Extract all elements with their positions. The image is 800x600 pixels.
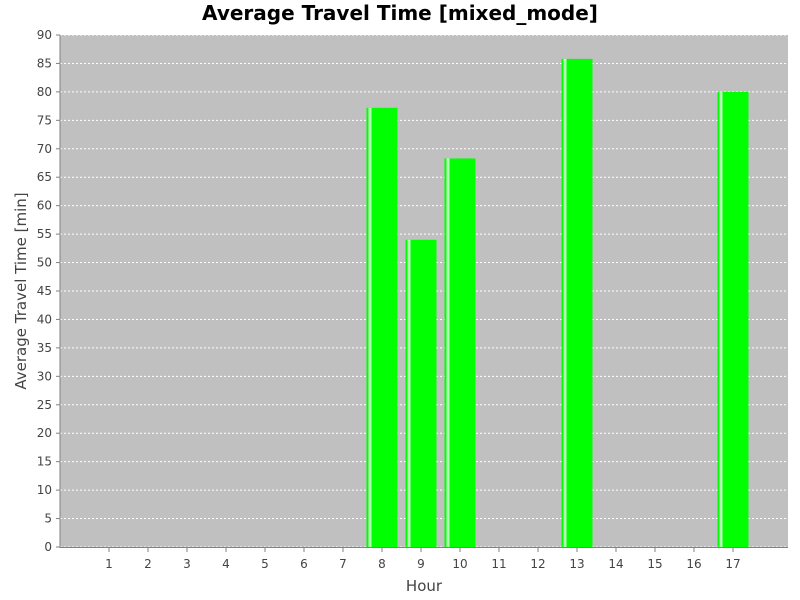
bar — [405, 239, 437, 548]
bar-hour-10 — [444, 158, 476, 547]
y-tick-label: 75 — [37, 113, 52, 127]
y-axis-label: Average Travel Time [min] — [12, 192, 30, 389]
bar — [366, 107, 398, 547]
bar-highlight — [563, 58, 567, 547]
x-tick-label: 11 — [491, 557, 506, 571]
bar-hour-17 — [717, 91, 749, 547]
y-tick-label: 60 — [37, 199, 52, 213]
bar-highlight — [407, 239, 411, 548]
x-axis-ticks: 1 2 3 4 5 6 7 8 9 10 11 12 13 14 15 16 17 — [105, 548, 741, 571]
x-tick-label: 6 — [300, 557, 308, 571]
y-tick-label: 70 — [37, 142, 52, 156]
y-tick-label: 25 — [37, 398, 52, 412]
bar — [717, 91, 749, 547]
y-tick-label: 40 — [37, 312, 52, 326]
chart-title: Average Travel Time [mixed_mode] — [202, 1, 598, 25]
y-tick-label: 30 — [37, 369, 52, 383]
x-tick-label: 3 — [183, 557, 191, 571]
x-tick-label: 15 — [647, 557, 662, 571]
y-tick-label: 50 — [37, 256, 52, 270]
bar-hour-13 — [561, 58, 593, 547]
x-tick-label: 4 — [222, 557, 230, 571]
y-tick-label: 55 — [37, 227, 52, 241]
bar-hour-8 — [366, 107, 398, 547]
bar-hour-9 — [405, 239, 437, 548]
y-axis-ticks: 0 5 10 15 20 25 30 35 40 45 50 55 60 65 70 75 80 85 90 — [37, 28, 60, 554]
y-tick-label: 20 — [37, 426, 52, 440]
y-tick-label: 15 — [37, 455, 52, 469]
y-tick-label: 45 — [37, 284, 52, 298]
x-tick-label: 1 — [105, 557, 113, 571]
x-tick-label: 8 — [378, 557, 386, 571]
x-tick-label: 7 — [339, 557, 347, 571]
y-tick-label: 35 — [37, 341, 52, 355]
x-tick-label: 13 — [569, 557, 584, 571]
x-axis-label: Hour — [406, 577, 443, 595]
y-tick-label: 65 — [37, 170, 52, 184]
x-tick-label: 9 — [417, 557, 425, 571]
bar — [444, 158, 476, 547]
x-tick-label: 14 — [608, 557, 623, 571]
y-tick-label: 80 — [37, 85, 52, 99]
x-tick-label: 5 — [261, 557, 269, 571]
bars — [366, 58, 749, 548]
bar-highlight — [719, 91, 723, 547]
x-tick-label: 10 — [452, 557, 467, 571]
bar — [561, 58, 593, 547]
x-tick-label: 16 — [686, 557, 701, 571]
y-tick-label: 10 — [37, 483, 52, 497]
y-tick-label: 5 — [44, 512, 52, 526]
y-tick-label: 85 — [37, 56, 52, 70]
bar-highlight — [446, 158, 450, 547]
bar-highlight — [368, 107, 372, 547]
x-tick-label: 17 — [725, 557, 740, 571]
x-tick-label: 12 — [530, 557, 545, 571]
y-tick-label: 90 — [37, 28, 52, 42]
y-tick-label: 0 — [44, 540, 52, 554]
x-tick-label: 2 — [144, 557, 152, 571]
